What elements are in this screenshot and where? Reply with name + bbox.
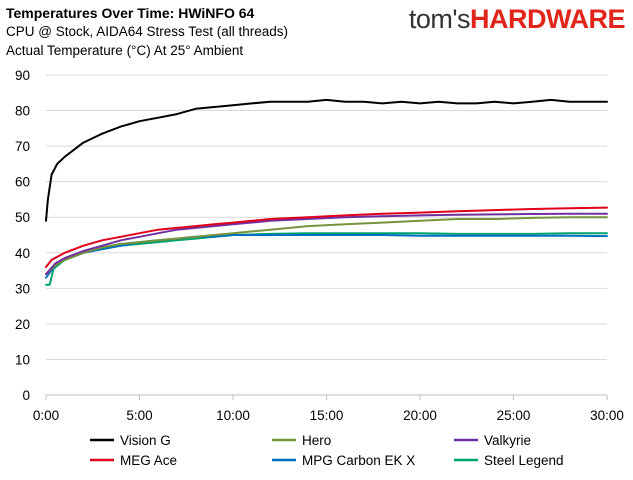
x-tick-label-4: 20:00 (403, 408, 437, 423)
x-tick-label-6: 30:00 (590, 408, 624, 423)
y-tick-label-30: 30 (15, 281, 30, 296)
y-tick-label-50: 50 (15, 210, 30, 225)
chart-title: Temperatures Over Time: HWiNFO 64 (6, 5, 255, 21)
toms-hardware-logo[interactable]: tom'sHARDWARE (408, 4, 626, 35)
y-tick-label-70: 70 (15, 139, 30, 154)
legend-label-mpg-carbon-ek-x: MPG Carbon EK X (302, 453, 415, 468)
series-line-meg-ace (45, 206, 608, 268)
series-lines (45, 98, 608, 286)
legend-label-valkyrie: Valkyrie (484, 433, 531, 448)
gridlines (46, 74, 607, 360)
series-line-mpg-carbon-ek-x (45, 234, 608, 279)
y-tick-label-60: 60 (15, 175, 30, 190)
legend-label-steel-legend: Steel Legend (484, 453, 564, 468)
legend-label-meg-ace: MEG Ace (120, 453, 177, 468)
logo-text-toms: tom's (408, 4, 471, 34)
y-tick-label-90: 90 (15, 68, 30, 83)
series-line-hero (45, 216, 608, 276)
legend: Vision G Hero Valkyrie MEG Ace MPG Carbon EK… (90, 433, 564, 468)
x-tick-label-2: 10:00 (216, 408, 250, 423)
y-tick-label-80: 80 (15, 104, 30, 119)
y-axis-ticks: 0 10 20 30 40 50 60 70 80 90 (15, 68, 30, 403)
y-tick-label-20: 20 (15, 317, 30, 332)
series-line-vision-g (45, 98, 608, 222)
x-tick-label-5: 25:00 (497, 408, 531, 423)
series-line-steel-legend (45, 232, 608, 286)
series-line-valkyrie (45, 212, 608, 276)
chart-subtitle-2: Actual Temperature (°C) At 25° Ambient (6, 43, 244, 58)
y-tick-label-40: 40 (15, 246, 30, 261)
y-tick-label-10: 10 (15, 352, 30, 367)
x-tick-label-3: 15:00 (310, 408, 344, 423)
legend-label-hero: Hero (302, 433, 331, 448)
x-axis-ticks: 0:00 5:00 10:00 15:00 20:00 25:00 30:00 (33, 395, 624, 423)
x-tick-label-1: 5:00 (126, 408, 152, 423)
x-tick-label-0: 0:00 (33, 408, 59, 423)
chart-subtitle-1: CPU @ Stock, AIDA64 Stress Test (all thr… (6, 24, 289, 39)
y-tick-label-0: 0 (22, 388, 30, 403)
logo-text-hardware: HARDWARE (470, 4, 626, 34)
legend-label-vision-g: Vision G (120, 433, 171, 448)
